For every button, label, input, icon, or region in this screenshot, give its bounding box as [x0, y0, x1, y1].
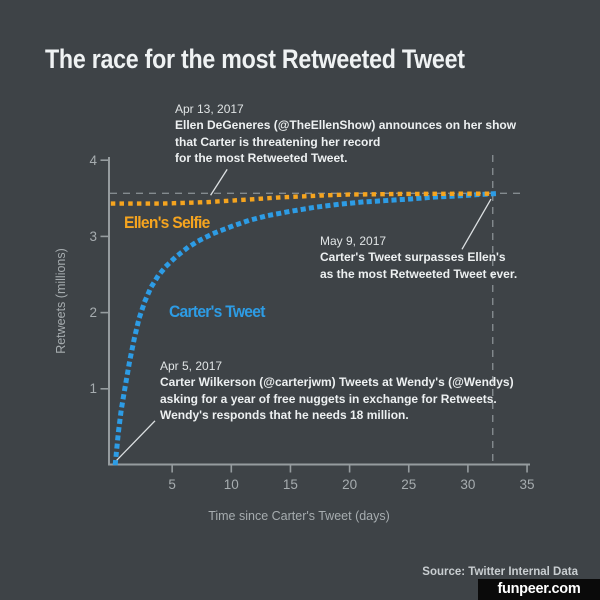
x-axis-label: Time since Carter's Tweet (days)	[208, 509, 390, 523]
annotation-apr-13: Apr 13, 2017 Ellen DeGeneres (@TheEllenS…	[175, 101, 516, 167]
x-tick-label-30: 30	[460, 477, 476, 492]
x-tick-label-25: 25	[401, 477, 417, 492]
x-tick-label-15: 15	[282, 477, 298, 492]
series-line-ellen-s-selfie	[110, 191, 498, 206]
annotation-date: Apr 13, 2017	[175, 102, 244, 116]
annotation-date: Apr 5, 2017	[160, 359, 223, 373]
y-tick-label-2: 2	[89, 305, 97, 321]
source-credit: Source: Twitter Internal Data	[422, 566, 578, 578]
may9-leader	[461, 198, 492, 250]
annotation-text: as the most Retweeted Tweet ever.	[320, 266, 518, 281]
annotation-date: May 9, 2017	[320, 234, 387, 248]
annotation-text: Carter's Tweet surpasses Ellen's	[320, 250, 506, 265]
x-tick-label-5: 5	[168, 477, 176, 492]
annotation-text: Ellen DeGeneres (@TheEllenShow) announce…	[175, 118, 517, 133]
series-line-carter-s-tweet	[112, 191, 498, 466]
annotation-text: asking for a year of free nuggets in exc…	[160, 391, 497, 406]
series-label-carters-tweet: Carter's Tweet	[169, 302, 265, 321]
annotation-text: Carter Wilkerson (@carterjwm) Tweets at …	[160, 375, 514, 390]
x-tick-label-35: 35	[519, 477, 535, 492]
annotation-text: Wendy's responds that he needs 18 millio…	[160, 408, 409, 423]
y-tick-label-1: 1	[89, 381, 97, 397]
annotation-may-9: May 9, 2017 Carter's Tweet surpasses Ell…	[320, 233, 517, 282]
annotation-text: for the most Retweeted Tweet.	[175, 151, 348, 166]
apr5-leader	[116, 420, 156, 461]
y-axis-label: Retweets (millions)	[54, 248, 68, 354]
watermark-badge: funpeer.com	[478, 579, 600, 600]
apr13-leader	[210, 168, 228, 196]
y-tick-label-3: 3	[89, 228, 97, 244]
series-label-ellens-selfie: Ellen's Selfie	[124, 213, 210, 232]
page-title: The race for the most Retweeted Tweet	[45, 44, 465, 74]
x-tick-label-20: 20	[342, 477, 358, 492]
annotation-text: that Carter is threatening her record	[175, 134, 381, 149]
y-tick-label-4: 4	[89, 152, 97, 168]
annotation-apr-5: Apr 5, 2017 Carter Wilkerson (@carterjwm…	[160, 358, 514, 424]
x-tick-label-10: 10	[223, 477, 239, 492]
